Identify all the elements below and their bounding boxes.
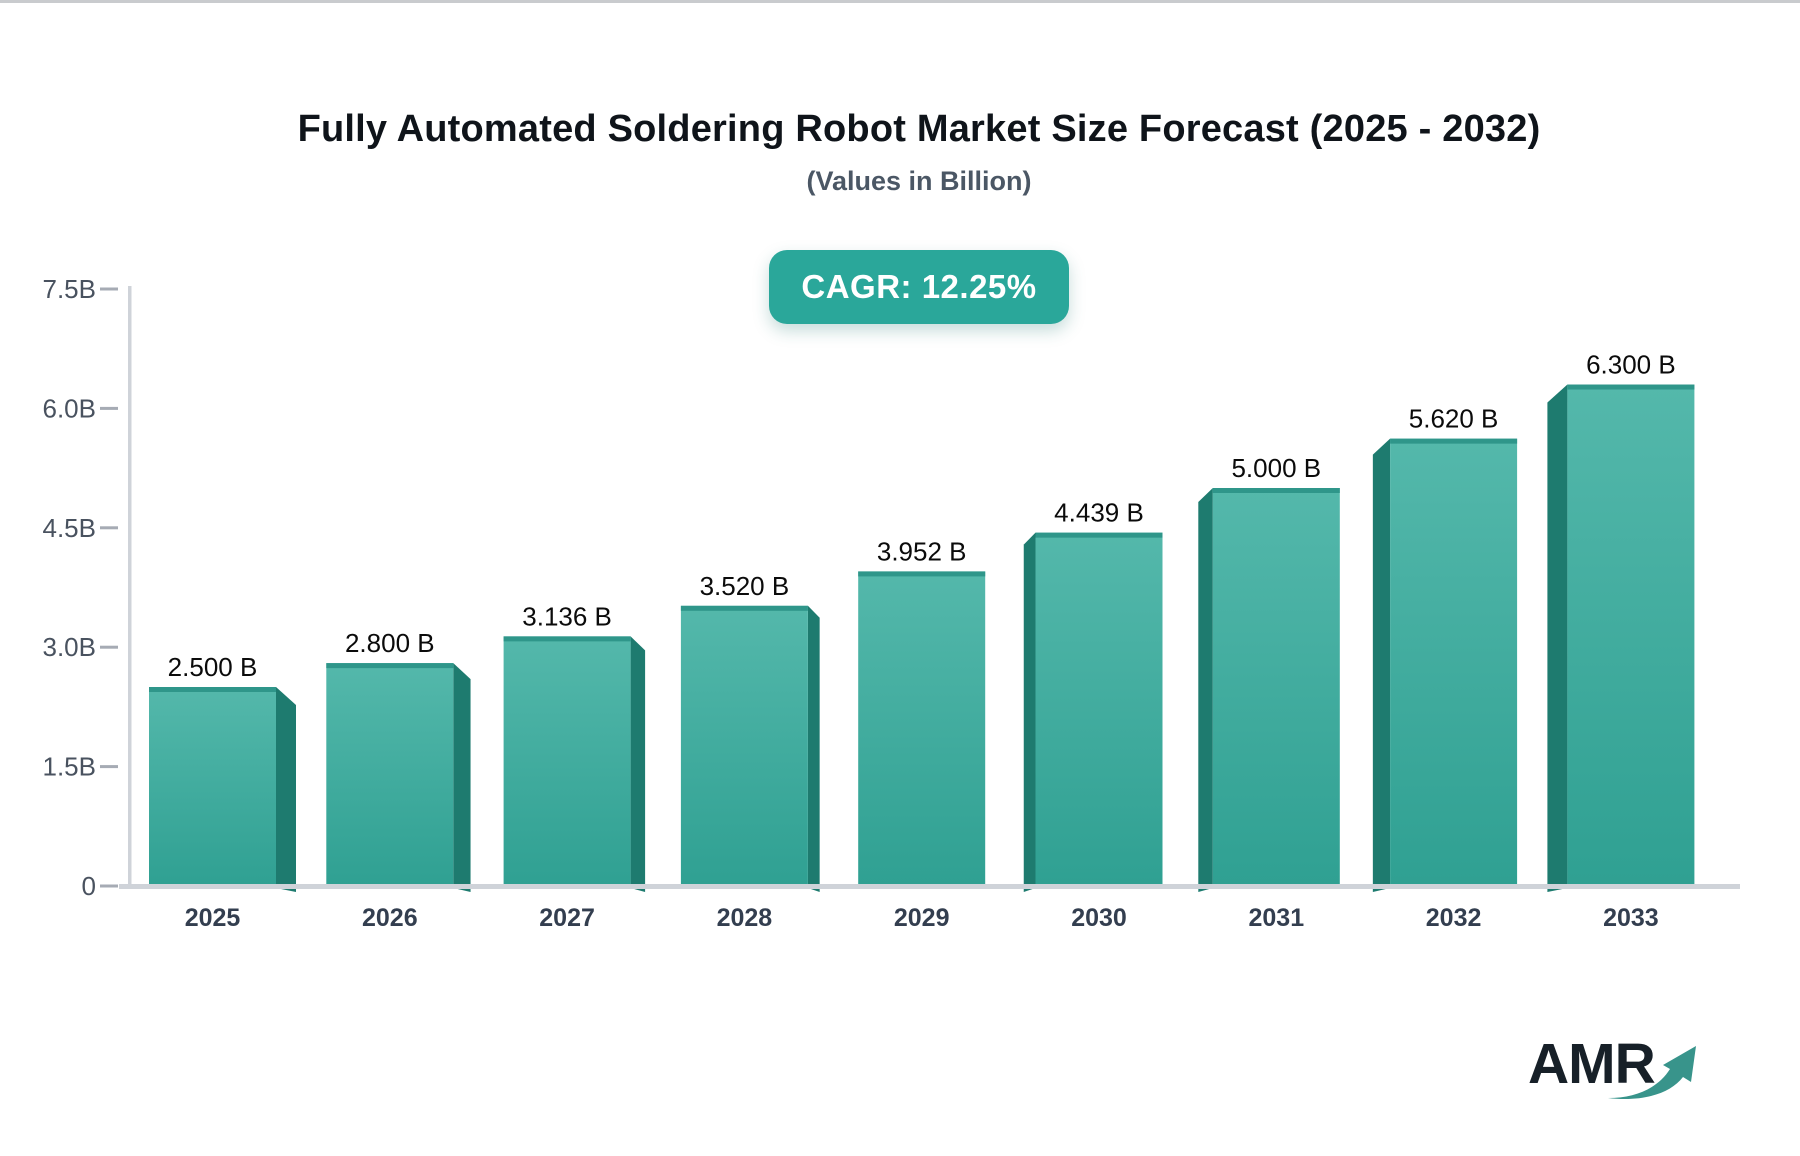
bar-top-edge xyxy=(149,687,276,692)
bar-side-face xyxy=(1023,532,1036,892)
bar-2025: 2.500 B 2025 xyxy=(149,652,296,932)
x-category-label: 2031 xyxy=(1248,904,1304,932)
chart-subtitle: (Values in Billion) xyxy=(806,166,1032,196)
bar-value-label: 5.620 B xyxy=(1409,404,1499,434)
x-category-label: 2027 xyxy=(539,904,595,932)
bar-top-edge xyxy=(1035,532,1163,538)
bar-front-face xyxy=(149,687,276,888)
bar-side-face xyxy=(630,636,646,892)
bar-value-label: 3.520 B xyxy=(700,571,790,601)
x-category-label: 2026 xyxy=(362,904,418,932)
y-tick-label: 1.5B xyxy=(43,752,97,782)
bar-side-face xyxy=(276,687,296,892)
bar-2028: 3.520 B 2028 xyxy=(680,571,820,932)
y-tick-label: 6.0B xyxy=(43,393,97,423)
bar-2033: 6.300 B 2033 xyxy=(1547,350,1695,932)
bar-top-edge xyxy=(326,663,454,669)
bar-front-face xyxy=(858,571,986,888)
bar-top-edge xyxy=(1567,384,1695,390)
y-tick-label: 7.5B xyxy=(43,274,97,304)
bar-side-face xyxy=(1198,488,1213,892)
bar-2030: 4.439 B 2030 xyxy=(1023,498,1163,932)
bar-value-label: 4.439 B xyxy=(1054,498,1144,528)
bar-2032: 5.620 B 2032 xyxy=(1372,404,1518,932)
x-axis-line xyxy=(119,884,1740,889)
bar-top-edge xyxy=(1212,488,1340,493)
growth-arrow-icon xyxy=(1608,1046,1696,1100)
x-category-label: 2029 xyxy=(894,904,950,932)
bar-value-label: 2.800 B xyxy=(345,628,435,658)
bar-value-label: 6.300 B xyxy=(1586,350,1676,380)
y-tick-mark xyxy=(100,765,118,769)
bar-top-edge xyxy=(503,636,631,642)
bar-front-face xyxy=(1035,532,1163,888)
bar-top-edge xyxy=(1390,438,1518,444)
bar-value-label: 5.000 B xyxy=(1231,453,1321,483)
bar-value-label: 2.500 B xyxy=(168,652,258,682)
bar-side-face xyxy=(807,605,820,892)
bar-2026: 2.800 B 2026 xyxy=(326,628,471,932)
bar-top-edge xyxy=(858,571,986,577)
bar-value-label: 3.136 B xyxy=(522,601,612,631)
x-category-label: 2025 xyxy=(185,904,241,932)
bar-front-face xyxy=(1567,384,1695,888)
y-tick-label: 3.0B xyxy=(43,632,97,662)
bar-2027: 3.136 B 2027 xyxy=(503,601,646,932)
bar-2031: 5.000 B 2031 xyxy=(1198,453,1340,932)
amr-logo: AMR xyxy=(1528,1036,1718,1116)
x-category-label: 2033 xyxy=(1603,904,1659,932)
bar-front-face xyxy=(1212,488,1340,888)
cagr-badge-row: CAGR: 12.25% xyxy=(38,250,1800,324)
bar-top-edge xyxy=(680,605,808,611)
x-category-label: 2032 xyxy=(1426,904,1482,932)
y-tick-mark xyxy=(100,645,118,649)
y-tick-mark xyxy=(100,406,118,410)
bar-front-face xyxy=(503,636,631,888)
chart-title: Fully Automated Soldering Robot Market S… xyxy=(297,108,1541,150)
bar-2029: 3.952 B 2029 xyxy=(858,536,986,932)
y-tick-mark xyxy=(100,287,118,291)
x-category-label: 2028 xyxy=(717,904,773,932)
y-tick-mark xyxy=(100,526,118,530)
bar-front-face xyxy=(326,663,454,888)
bar-side-face xyxy=(453,663,471,892)
y-axis-line xyxy=(128,286,132,889)
y-tick-mark xyxy=(100,884,118,888)
bar-front-face xyxy=(680,605,808,888)
y-tick-label: 4.5B xyxy=(43,513,97,543)
bar-front-face xyxy=(1390,438,1518,888)
bar-value-label: 3.952 B xyxy=(877,536,967,566)
top-border-line xyxy=(0,0,1800,3)
amr-logo-text: AMR xyxy=(1528,1032,1656,1096)
y-tick-label: 0 xyxy=(82,871,96,901)
cagr-badge: CAGR: 12.25% xyxy=(769,250,1069,324)
x-category-label: 2030 xyxy=(1071,904,1127,932)
bar-side-face xyxy=(1372,438,1391,892)
bar-side-face xyxy=(1547,384,1568,892)
